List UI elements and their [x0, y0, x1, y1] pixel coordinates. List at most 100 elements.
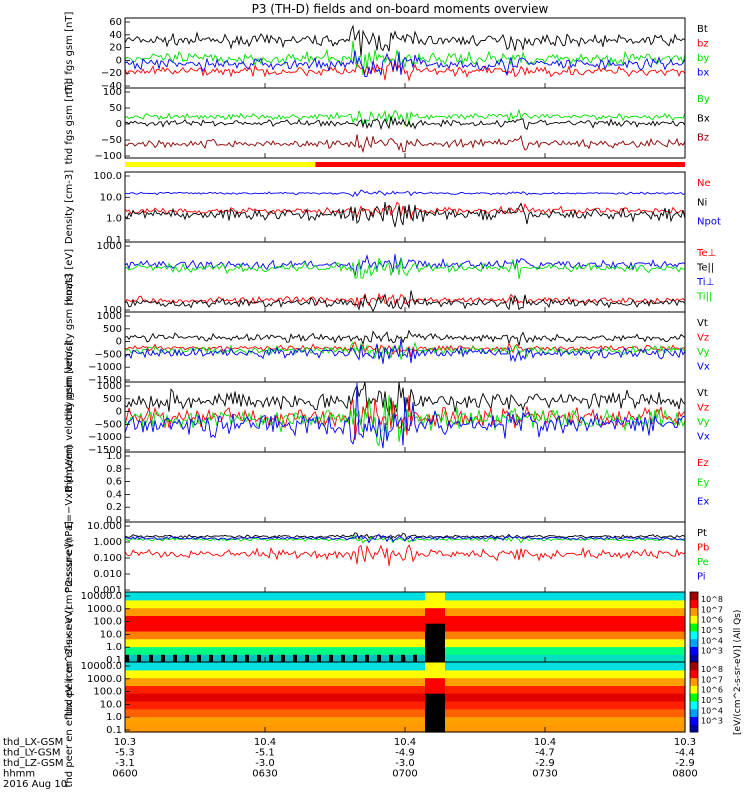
heat-cell: [373, 654, 378, 663]
heat-cell: [221, 685, 226, 694]
heat-cell: [265, 607, 270, 616]
heat-cell: [301, 654, 306, 663]
heat-cell: [177, 693, 182, 702]
heat-cell: [625, 708, 630, 718]
heat-cell: [225, 607, 230, 616]
heat-cell: [585, 592, 590, 601]
heat-cell: [553, 669, 558, 679]
heat-cell: [169, 599, 174, 609]
heat-cell: [345, 700, 350, 710]
heat-cell: [289, 700, 294, 710]
heat-cell: [405, 592, 410, 601]
heat-cell: [209, 677, 214, 686]
heat-cell: [661, 599, 666, 609]
heat-cell: [169, 669, 174, 679]
heat-cell: [169, 685, 174, 694]
heat-cell: [497, 669, 502, 679]
heat-cell: [485, 592, 490, 601]
ytick-label: 0.0: [106, 515, 122, 526]
heat-cell: [649, 662, 654, 671]
heat-cell: [481, 630, 486, 640]
ytick-label: 10.0: [100, 629, 122, 640]
heat-cell: [333, 646, 338, 655]
heat-cell: [361, 669, 366, 679]
ytick-label: 0.1: [106, 655, 122, 666]
heat-cell: [553, 693, 558, 702]
heat-cell: [521, 716, 526, 725]
heat-cell: [485, 638, 490, 648]
heat-cell: [341, 716, 346, 725]
heat-cell: [413, 662, 418, 671]
heat-cell: [357, 592, 362, 601]
heat-cell: [161, 724, 166, 733]
heat-cell: [633, 615, 638, 624]
heat-cell: [657, 677, 662, 686]
heat-cell: [585, 662, 590, 671]
heat-cell: [229, 708, 234, 718]
heat-cell: [645, 654, 650, 663]
heat-cell: [573, 638, 578, 648]
heat-cell: [449, 615, 454, 624]
heat-cell: [289, 599, 294, 609]
heat-cell: [253, 662, 258, 671]
heat-cell: [501, 716, 506, 725]
heat-cell: [169, 708, 174, 718]
heat-cell: [645, 677, 650, 686]
panel-9: 10^810^710^610^510^410^3 [eV/(cm^2-s-sr-e…: [64, 538, 743, 735]
heat-cell: [409, 693, 414, 702]
heat-cell: [505, 592, 510, 601]
heat-cell: [225, 693, 230, 702]
legend-1-3: bx: [697, 68, 709, 79]
heat-cell: [181, 607, 186, 616]
heat-cell: [653, 607, 658, 616]
heat-cell: [325, 638, 330, 648]
heat-cell: [489, 716, 494, 725]
heat-cell: [601, 607, 606, 616]
heat-cell: [273, 630, 278, 640]
heat-cell: [505, 700, 510, 710]
heat-cell: [329, 654, 334, 663]
heat-cell: [329, 638, 334, 648]
heat-cell: [341, 669, 346, 679]
heat-cell: [297, 630, 302, 640]
heat-cell: [529, 669, 534, 679]
heat-cell: [365, 599, 370, 609]
heat-cell: [345, 638, 350, 648]
heat-cell: [185, 615, 190, 624]
heat-cell: [673, 685, 678, 694]
heat-cell: [161, 693, 166, 702]
heat-cell: [345, 669, 350, 679]
heat-cell: [197, 677, 202, 686]
heat-cell: [145, 599, 150, 609]
heat-cell: [441, 677, 446, 686]
heat-cell: [469, 599, 474, 609]
heat-cell: [429, 630, 434, 640]
heat-cell: [525, 693, 530, 702]
heat-cell: [677, 716, 682, 725]
heat-cell: [249, 630, 254, 640]
heat-cell: [469, 724, 474, 733]
heat-cell: [389, 685, 394, 694]
heat-cell: [277, 693, 282, 702]
heat-cell: [497, 677, 502, 686]
heat-cell: [609, 607, 614, 616]
heat-cell: [249, 685, 254, 694]
heat-cell: [489, 615, 494, 624]
ylabel: thd fgs gsm [nT]: [64, 82, 75, 165]
heat-cell: [233, 654, 238, 663]
heat-cell: [605, 700, 610, 710]
heat-cell: [321, 623, 326, 632]
heat-cell: [633, 669, 638, 679]
heat-cell: [541, 693, 546, 702]
heat-cell: [621, 615, 626, 624]
heat-cell: [385, 724, 390, 733]
heat-cell: [625, 662, 630, 671]
heat-cell: [653, 654, 658, 663]
heat-cell: [325, 716, 330, 725]
heat-cell: [517, 607, 522, 616]
heat-cell: [449, 592, 454, 601]
heat-cell: [553, 623, 558, 632]
heat-cell: [625, 599, 630, 609]
colorbar-tick: 10^3: [701, 647, 723, 656]
heat-cell: [433, 592, 438, 601]
